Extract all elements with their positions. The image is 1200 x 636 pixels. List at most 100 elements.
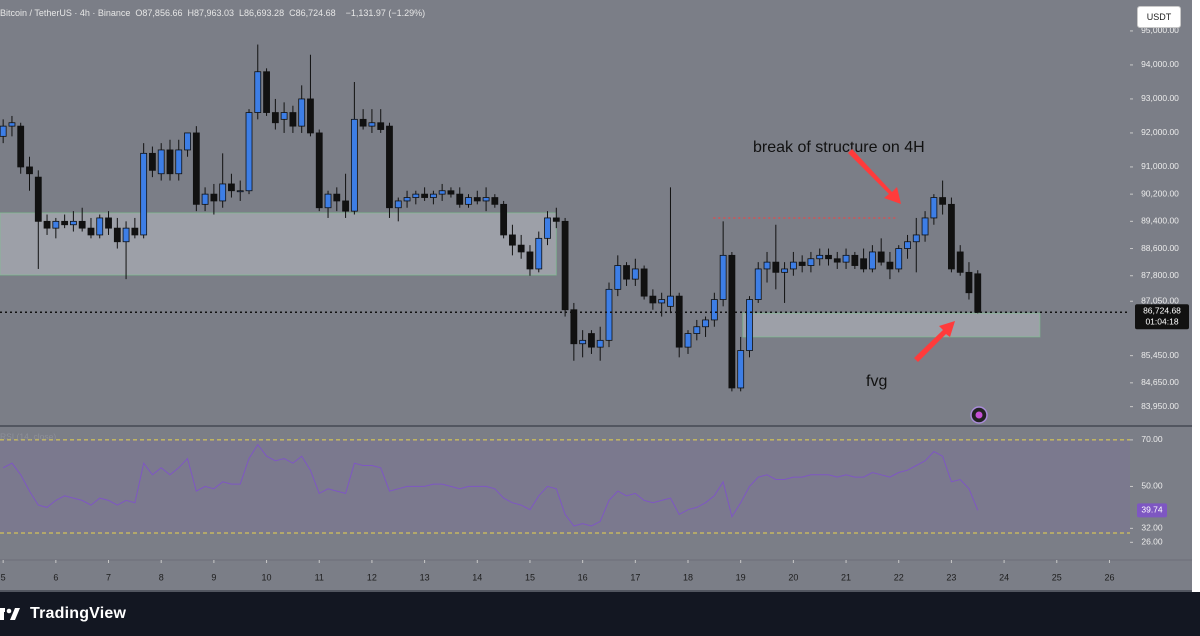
ohlc-value: 87,963.03 [193,8,235,18]
rsi-line [2,443,979,527]
symbol-header: Bitcoin / TetherUS · 4h · Binance O87,85… [0,8,425,18]
candle-body [930,197,938,219]
candle-body [78,220,86,229]
y-tick-label: 88,600.00 [1141,243,1179,253]
candle-body [974,273,982,313]
x-tick-label: 9 [211,572,216,582]
candle-body [667,295,674,307]
x-tick-label: 23 [946,572,956,582]
candle-body [596,339,604,348]
ohlc-item: O87,856.66 [135,8,182,18]
candle-body [509,234,516,246]
candle-body [825,254,832,260]
ohlc-value: 86,693.28 [244,8,285,18]
last-price-box [1135,304,1189,330]
ohlc-label: L [239,8,245,18]
ohlc-label: O [135,8,143,18]
candle-body [245,112,253,192]
y-tick-label: 87,800.00 [1141,270,1179,280]
change: −1,131.97 (−1.29%) [345,8,426,18]
candle-body [473,197,481,202]
candle-body [588,333,595,348]
candle-body [192,132,200,205]
ohlc-item: H87,963.03 [187,8,234,18]
candle-body [912,234,920,243]
candle-body [8,122,16,127]
candle-body [904,241,911,249]
x-tick-label: 8 [159,572,164,582]
candle-body [693,326,701,334]
candle-body [342,200,349,212]
candle-body [921,217,929,236]
candle-body [868,251,876,270]
candle-body [631,268,639,280]
brand: TradingView [30,605,127,622]
last-price-label: 86,724.68 [1143,306,1181,316]
currency-button[interactable]: USDT [1137,6,1181,28]
price-zone [742,312,1041,338]
y-tick-label: 90,200.00 [1141,188,1179,198]
alert-icon-dot [975,411,983,419]
candle-body [491,197,499,205]
candle-body [965,271,973,294]
candle-body [517,244,525,253]
candle-body [210,193,218,202]
candle-body [702,319,709,328]
candle-body [201,193,209,205]
candle-body [754,268,762,300]
candle-body [61,220,69,226]
y-tick-label: 95,000.00 [1141,25,1179,35]
candle-body [122,227,130,243]
candle-body [789,261,797,270]
candle-body [728,254,736,389]
background [0,0,1192,592]
y-tick-label: 87,050.00 [1141,295,1179,305]
candle-body [816,254,824,260]
countdown: 01:04:18 [1145,317,1178,327]
x-tick-label: 10 [262,572,272,582]
candle-body [860,258,867,270]
candle-body [324,193,332,209]
x-tick-label: 13 [420,572,430,582]
candle-body [605,288,613,341]
annotation: break of structure on 4H [753,139,925,156]
candle-body [939,197,947,205]
candle-body [368,122,376,127]
candle-body [34,176,42,222]
ohlc-value: 87,856.66 [142,8,183,18]
candle-body [394,200,402,209]
candle-body [26,166,33,175]
y-tick-label: 89,400.00 [1141,216,1179,226]
candle-body [552,217,560,222]
y-tick-label: 91,000.00 [1141,161,1179,171]
y-tick-label: 93,000.00 [1141,93,1179,103]
candle-body [350,118,358,212]
candle-body [157,149,165,175]
ohlc-item: L86,693.28 [239,8,284,18]
x-tick-label: 6 [53,572,58,582]
candle-body [877,251,885,263]
x-tick-label: 7 [106,572,111,582]
candle-body [746,299,753,351]
candle-body [614,265,622,290]
candle-body [254,71,262,113]
candle-body [43,220,51,229]
y-tick-label: 83,950.00 [1141,401,1179,411]
price-zone [0,212,557,276]
x-tick-label: 24 [999,572,1009,582]
candle-body [263,71,270,113]
candle-body [166,149,174,175]
x-tick-label: 19 [736,572,746,582]
candle-body [710,299,718,321]
candle-body [0,125,7,137]
candle-body [886,261,894,270]
rsi-y-tick-label: 50.00 [1141,481,1163,491]
candle-body [52,220,60,229]
candle-body [579,339,587,345]
candle-body [105,217,112,229]
candle-body [17,125,25,168]
candle-body [456,193,464,205]
candle-body [219,183,227,202]
